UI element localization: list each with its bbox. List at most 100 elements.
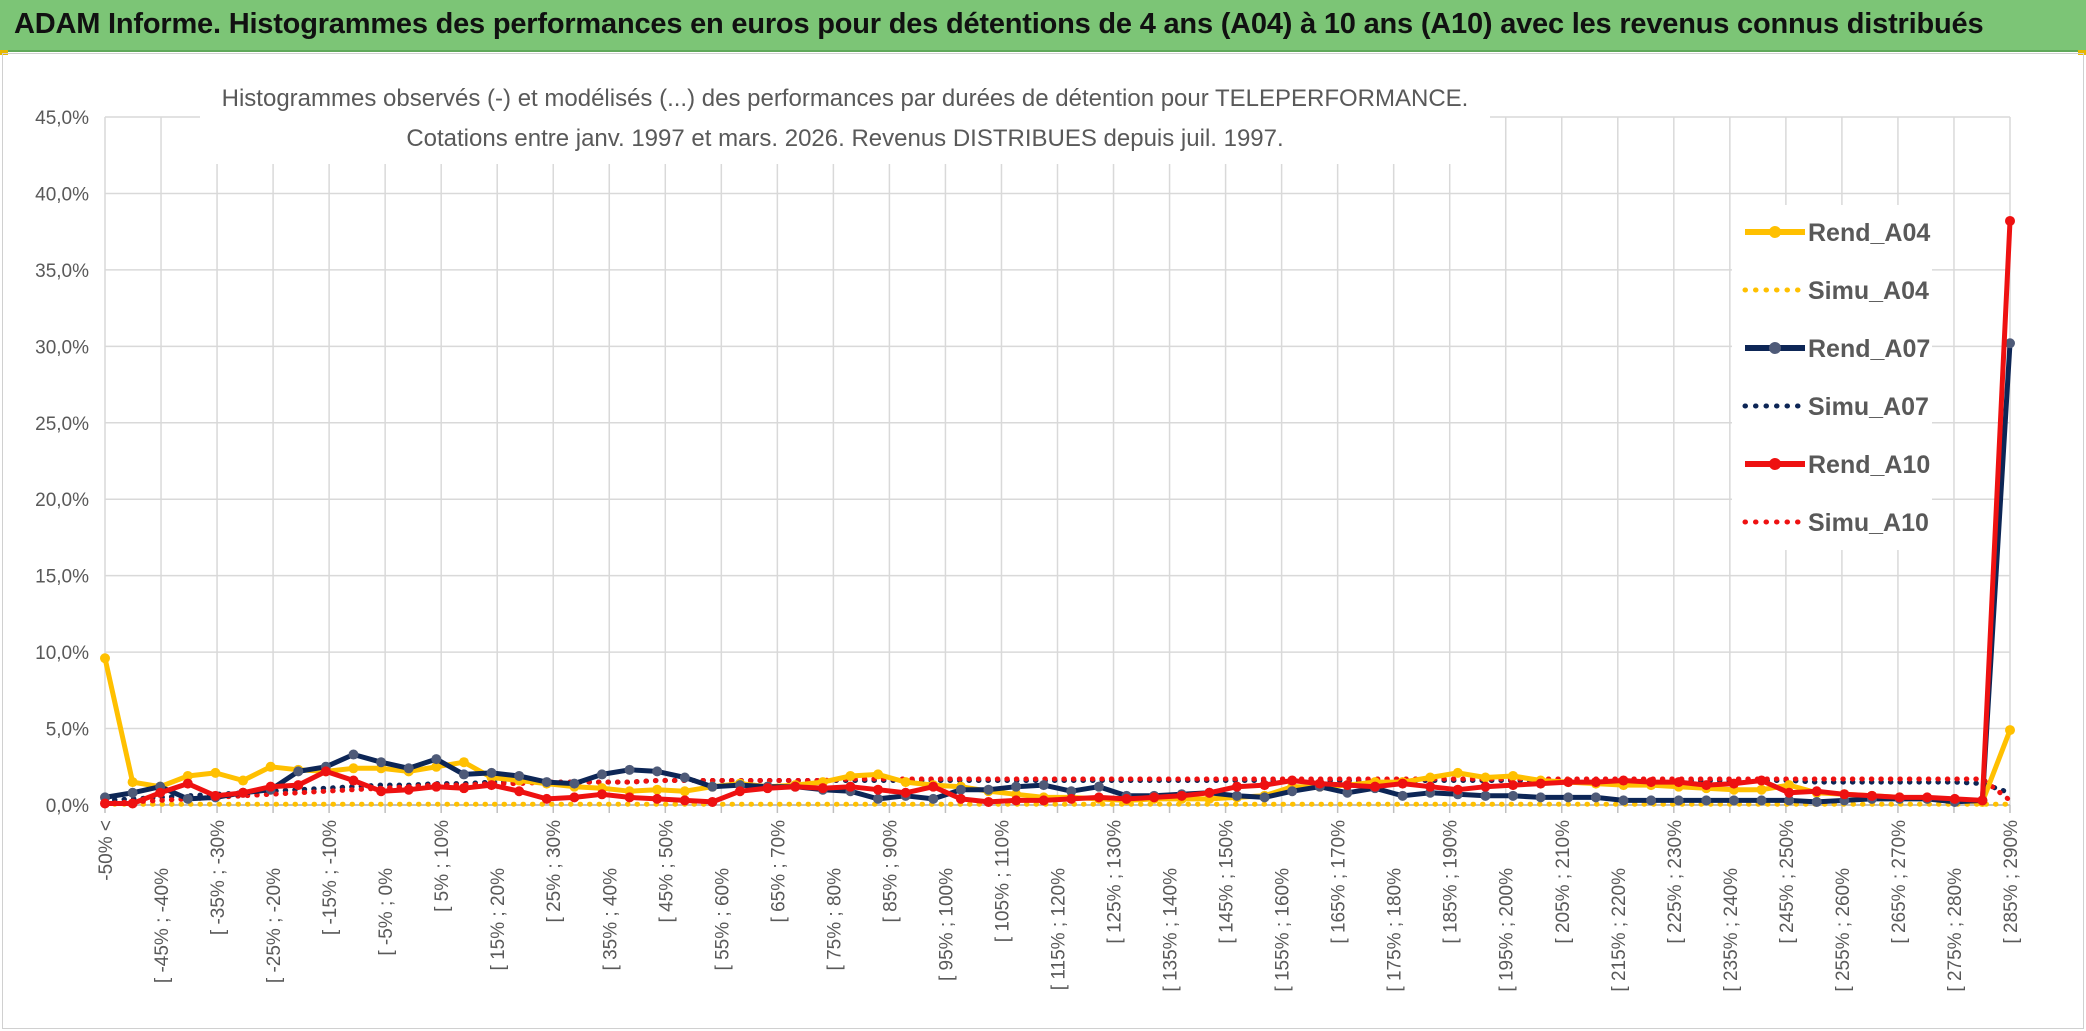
data-point xyxy=(1811,796,1822,807)
data-point xyxy=(817,783,828,794)
data-point xyxy=(873,784,884,795)
x-tick-label: [ 195% ; 200% xyxy=(1497,868,1518,992)
data-point xyxy=(1066,786,1077,797)
data-point xyxy=(1480,790,1491,801)
data-point xyxy=(1121,793,1132,804)
data-point xyxy=(1535,778,1546,789)
x-tick-label: [ 15% ; 20% xyxy=(488,868,509,971)
x-tick-label: [ 95% ; 100% xyxy=(936,868,957,981)
data-point xyxy=(403,784,414,795)
data-point xyxy=(569,792,580,803)
data-point xyxy=(182,778,193,789)
data-point xyxy=(1894,792,1905,803)
data-point xyxy=(1563,792,1574,803)
data-point xyxy=(127,777,138,788)
data-point xyxy=(1176,790,1187,801)
data-point xyxy=(376,786,387,797)
data-point xyxy=(348,749,359,760)
data-point xyxy=(1452,784,1463,795)
legend-label: Rend_A04 xyxy=(1808,219,1930,247)
data-point xyxy=(1508,770,1519,781)
legend-item-simu_a10: Simu_A10 xyxy=(1742,509,1929,537)
data-point xyxy=(900,787,911,798)
series-line xyxy=(104,343,2013,805)
data-point xyxy=(873,793,884,804)
banner-corner-left xyxy=(0,50,8,55)
data-point xyxy=(2005,215,2015,226)
data-point xyxy=(762,783,773,794)
data-point xyxy=(1011,781,1022,792)
banner-corner-right xyxy=(2078,50,2086,55)
x-tick-label: [ 135% ; 140% xyxy=(1161,868,1182,992)
data-point xyxy=(983,784,994,795)
data-point xyxy=(707,781,718,792)
series-simu_a10 xyxy=(102,776,2013,806)
data-point xyxy=(1784,787,1795,798)
x-tick-label: [ 255% ; 260% xyxy=(1833,868,1854,992)
data-point xyxy=(1508,780,1519,791)
data-point xyxy=(1287,786,1298,797)
data-point xyxy=(1646,795,1657,806)
x-tick-label: [ 125% ; 130% xyxy=(1105,820,1126,944)
data-point xyxy=(486,780,497,791)
data-point xyxy=(541,777,552,788)
data-point xyxy=(1811,786,1822,797)
x-tick-label: [ 225% ; 230% xyxy=(1665,820,1686,944)
chart-title-line1: Histogrammes observés (-) et modélisés (… xyxy=(222,85,1469,112)
data-point xyxy=(707,796,718,807)
data-point xyxy=(569,778,580,789)
x-tick-label: [ -35% ; -30% xyxy=(208,820,229,935)
report-banner: ADAM Informe. Histogrammes des performan… xyxy=(0,0,2086,52)
y-tick-label: 25,0% xyxy=(35,414,89,435)
data-point xyxy=(1149,792,1160,803)
x-tick-label: [ 115% ; 120% xyxy=(1049,868,1070,990)
data-point xyxy=(1480,772,1491,783)
data-point xyxy=(514,786,525,797)
data-point xyxy=(1728,778,1739,789)
data-point xyxy=(514,770,525,781)
x-tick-label: [ -25% ; -20% xyxy=(264,868,285,983)
data-point xyxy=(182,770,193,781)
series-line xyxy=(105,220,2013,806)
data-point xyxy=(293,780,304,791)
data-point xyxy=(1701,780,1712,791)
x-tick-label: [ -15% ; -10% xyxy=(320,820,341,935)
data-point xyxy=(2005,725,2015,736)
data-point xyxy=(1259,792,1270,803)
x-tick-label: [ 145% ; 150% xyxy=(1217,820,1238,944)
data-point xyxy=(348,763,359,774)
data-point xyxy=(873,769,884,780)
data-point xyxy=(1287,775,1298,786)
data-point xyxy=(1508,790,1519,801)
x-tick-label: [ 155% ; 160% xyxy=(1273,868,1294,992)
legend-label: Simu_A10 xyxy=(1808,509,1929,537)
x-tick-label: [ 105% ; 110% xyxy=(992,820,1013,942)
data-point xyxy=(652,766,663,777)
data-point xyxy=(1425,781,1436,792)
data-point xyxy=(265,781,276,792)
data-point xyxy=(1397,790,1408,801)
x-tick-label: [ 5% ; 10% xyxy=(432,820,453,912)
data-point xyxy=(1618,795,1629,806)
data-point xyxy=(431,781,442,792)
data-point xyxy=(955,793,966,804)
data-point xyxy=(1922,792,1933,803)
data-point xyxy=(127,787,138,798)
data-point xyxy=(1673,795,1684,806)
data-point xyxy=(624,764,635,775)
data-point xyxy=(1673,777,1684,788)
x-tick-label: [ 25% ; 30% xyxy=(544,820,565,923)
data-point xyxy=(1231,790,1242,801)
data-point xyxy=(679,795,690,806)
data-point xyxy=(155,787,166,798)
data-point xyxy=(182,793,193,804)
data-point xyxy=(238,775,249,786)
data-point xyxy=(127,798,138,809)
x-tick-label: [ 235% ; 240% xyxy=(1721,868,1742,992)
data-point xyxy=(900,777,911,788)
grid-lines xyxy=(104,116,2011,813)
x-tick-label: [ 185% ; 190% xyxy=(1441,820,1462,944)
data-point xyxy=(210,790,221,801)
data-point xyxy=(1535,792,1546,803)
